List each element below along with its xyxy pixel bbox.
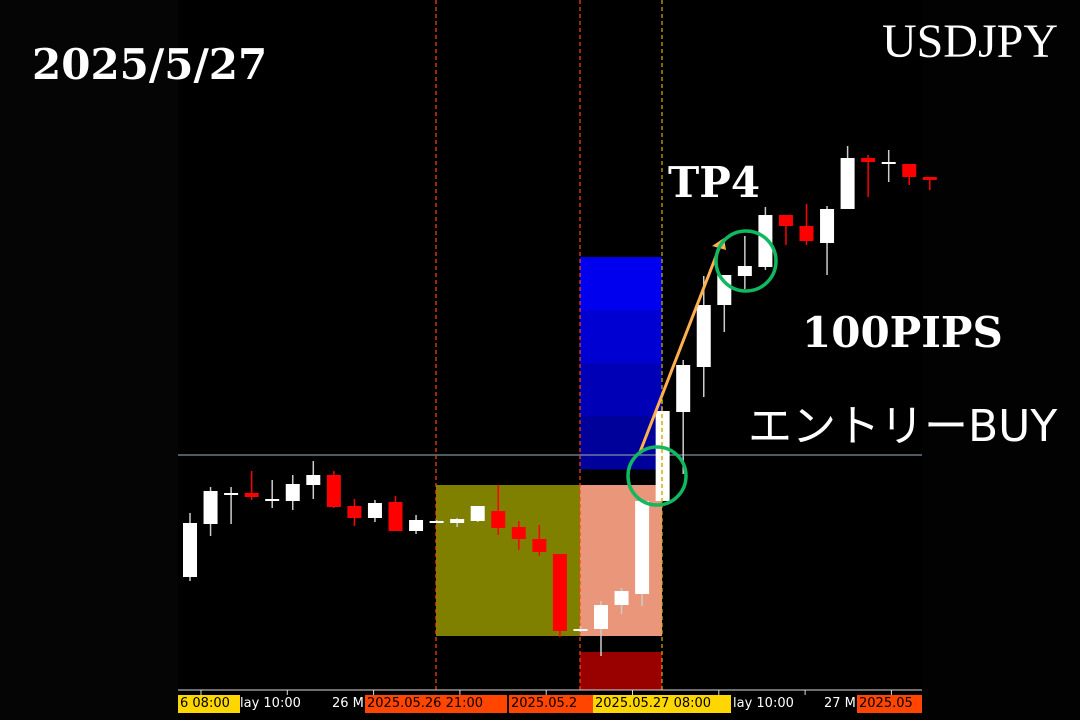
candle-bear [347, 506, 362, 518]
entry-circle [626, 445, 688, 507]
candle-bull [450, 519, 465, 523]
candle-bear [388, 502, 403, 531]
candle-bear [326, 475, 341, 507]
candle-bull [758, 215, 773, 267]
candle-bull [737, 266, 752, 276]
candle-bull [285, 484, 300, 501]
entry-label: エントリーBUY [748, 401, 1058, 452]
candle-bear [861, 158, 876, 162]
time-axis-label: lay 10:00 [733, 696, 794, 711]
time-axis-label: 27 M [824, 696, 856, 711]
date-title: 2025/5/27 [32, 40, 268, 89]
candle-bull [820, 209, 835, 243]
tp-circle [714, 229, 778, 293]
candle-bull [203, 491, 218, 524]
candle-bull [429, 521, 444, 523]
candle-bear [922, 177, 937, 180]
candle-bull [840, 158, 855, 209]
time-axis-label: 26 M [332, 696, 364, 711]
candle-bull [573, 629, 588, 631]
candle-bear [532, 539, 547, 552]
trend-arrow [638, 244, 722, 454]
blue-zone-band [580, 310, 662, 364]
candle-bull [594, 605, 608, 629]
candle-bull [717, 275, 732, 305]
candle-bull [470, 506, 485, 521]
candle-bull [881, 162, 896, 164]
candle-bear [778, 215, 793, 226]
darkred-zone [580, 652, 662, 690]
candle-bear [511, 527, 526, 539]
blue-zone-band [580, 416, 662, 470]
candle-bull [676, 365, 691, 412]
candle-bull [183, 523, 197, 577]
blue-zone-band [580, 257, 662, 311]
candle-bull [367, 503, 382, 518]
pips-label: 100PIPS [802, 308, 1003, 357]
symbol-title: USDJPY [881, 15, 1058, 68]
candle-bear [552, 554, 567, 631]
candle-bull [614, 591, 629, 605]
candle-bull [635, 501, 650, 594]
candle-bear [799, 226, 814, 241]
candle-bear [244, 493, 259, 497]
candle-bull [224, 493, 239, 495]
candle-bear [491, 511, 506, 528]
candle-bull [265, 499, 280, 501]
candle-bull [409, 520, 424, 531]
right-margin [922, 0, 1080, 720]
candle-bull [696, 305, 711, 367]
time-axis-label: 2025.05.2 [509, 695, 593, 713]
time-axis-label: 2025.05.26 21:00 [365, 695, 507, 713]
time-axis-label: lay 10:00 [240, 696, 301, 711]
candle-bull [306, 475, 321, 485]
left-margin [0, 0, 178, 720]
time-axis-label: 2025.05.27 08:00 [593, 695, 731, 713]
blue-zone-band [580, 363, 662, 417]
time-axis-label: 2025.05 [857, 695, 922, 713]
time-axis-label: 6 08:00 [178, 695, 240, 713]
tp-label: TP4 [668, 158, 761, 207]
candle-bear [902, 164, 917, 177]
